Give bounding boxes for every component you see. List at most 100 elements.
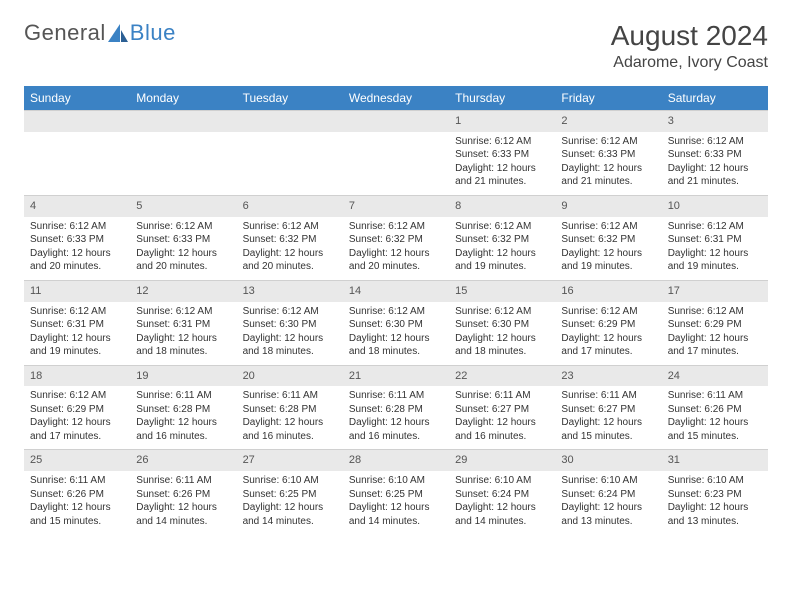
day-line: Sunrise: 6:12 AM [30,389,124,403]
day-line: Sunrise: 6:10 AM [561,474,655,488]
title-block: August 2024 Adarome, Ivory Coast [611,20,768,72]
day-number [130,110,236,132]
day-line: Sunset: 6:33 PM [668,148,762,162]
day-line: Daylight: 12 hours and 15 minutes. [668,416,762,443]
day-line: Sunrise: 6:11 AM [561,389,655,403]
day-content: Sunrise: 6:11 AMSunset: 6:28 PMDaylight:… [130,386,236,449]
calendar-day: 16Sunrise: 6:12 AMSunset: 6:29 PMDayligh… [555,280,661,365]
day-line: Sunrise: 6:10 AM [668,474,762,488]
calendar-week: 4Sunrise: 6:12 AMSunset: 6:33 PMDaylight… [24,195,768,280]
logo-text-2: Blue [130,20,176,46]
day-line: Daylight: 12 hours and 19 minutes. [30,332,124,359]
calendar-day: 8Sunrise: 6:12 AMSunset: 6:32 PMDaylight… [449,195,555,280]
day-number [237,110,343,132]
day-line: Sunrise: 6:11 AM [349,389,443,403]
day-header: Thursday [449,86,555,110]
day-number: 7 [343,195,449,217]
day-line: Sunset: 6:32 PM [243,233,337,247]
day-number: 11 [24,280,130,302]
day-line: Sunset: 6:33 PM [561,148,655,162]
day-line: Sunset: 6:31 PM [30,318,124,332]
day-line: Sunrise: 6:11 AM [136,389,230,403]
day-number: 25 [24,449,130,471]
day-content: Sunrise: 6:10 AMSunset: 6:24 PMDaylight:… [449,471,555,534]
day-content: Sunrise: 6:12 AMSunset: 6:29 PMDaylight:… [662,302,768,365]
day-line: Sunset: 6:31 PM [668,233,762,247]
day-line: Sunrise: 6:11 AM [30,474,124,488]
day-line: Sunset: 6:28 PM [136,403,230,417]
day-number: 16 [555,280,661,302]
calendar-day [343,110,449,195]
day-line: Daylight: 12 hours and 14 minutes. [136,501,230,528]
day-line: Sunset: 6:30 PM [455,318,549,332]
day-line: Daylight: 12 hours and 14 minutes. [243,501,337,528]
day-line: Daylight: 12 hours and 13 minutes. [668,501,762,528]
day-number: 8 [449,195,555,217]
day-number: 18 [24,365,130,387]
day-line: Daylight: 12 hours and 18 minutes. [243,332,337,359]
day-number: 30 [555,449,661,471]
calendar-day: 30Sunrise: 6:10 AMSunset: 6:24 PMDayligh… [555,449,661,534]
day-line: Sunrise: 6:12 AM [349,305,443,319]
day-content: Sunrise: 6:10 AMSunset: 6:24 PMDaylight:… [555,471,661,534]
day-line: Sunset: 6:29 PM [561,318,655,332]
day-line: Sunrise: 6:10 AM [455,474,549,488]
day-line: Sunset: 6:30 PM [349,318,443,332]
day-line: Sunset: 6:27 PM [561,403,655,417]
day-number: 17 [662,280,768,302]
day-line: Sunset: 6:32 PM [455,233,549,247]
day-number [24,110,130,132]
day-content: Sunrise: 6:11 AMSunset: 6:27 PMDaylight:… [449,386,555,449]
day-line: Daylight: 12 hours and 19 minutes. [561,247,655,274]
day-content: Sunrise: 6:11 AMSunset: 6:26 PMDaylight:… [24,471,130,534]
calendar-day [130,110,236,195]
day-line: Sunrise: 6:11 AM [243,389,337,403]
day-number: 20 [237,365,343,387]
calendar-week: 18 Sunrise: 6:12 AMSunset: 6:29 PM Dayligh… [24,365,768,450]
day-number: 1 [449,110,555,132]
day-line: Sunset: 6:33 PM [136,233,230,247]
day-line: Sunrise: 6:12 AM [136,305,230,319]
day-line: Daylight: 12 hours and 19 minutes. [668,247,762,274]
day-line: Daylight: 12 hours and 17 minutes. [561,332,655,359]
day-content: Sunrise: 6:12 AMSunset: 6:30 PMDaylight:… [343,302,449,365]
day-number: 14 [343,280,449,302]
day-content: Sunrise: 6:11 AMSunset: 6:27 PMDaylight:… [555,386,661,449]
day-number: 28 [343,449,449,471]
day-line: Daylight: 12 hours and 18 minutes. [455,332,549,359]
day-line: Sunrise: 6:12 AM [455,135,549,149]
day-content: Sunrise: 6:10 AMSunset: 6:25 PMDaylight:… [343,471,449,534]
day-line: Sunset: 6:24 PM [561,488,655,502]
day-line: Sunrise: 6:12 AM [561,135,655,149]
day-line: Sunset: 6:32 PM [349,233,443,247]
day-header: Tuesday [237,86,343,110]
day-line: Daylight: 12 hours and 18 minutes. [136,332,230,359]
calendar-day [237,110,343,195]
calendar-day: 22Sunrise: 6:11 AMSunset: 6:27 PMDayligh… [449,365,555,450]
day-content: Sunrise: 6:12 AMSunset: 6:32 PMDaylight:… [237,217,343,280]
calendar-day: 23Sunrise: 6:11 AMSunset: 6:27 PMDayligh… [555,365,661,450]
day-line: Daylight: 12 hours and 17 minutes. [668,332,762,359]
day-line: Daylight: 12 hours and 21 minutes. [455,162,549,189]
calendar-day: 27Sunrise: 6:10 AMSunset: 6:25 PMDayligh… [237,449,343,534]
day-line: Sunset: 6:25 PM [243,488,337,502]
day-number: 5 [130,195,236,217]
day-line: Daylight: 12 hours and 20 minutes. [349,247,443,274]
calendar-day: 4Sunrise: 6:12 AMSunset: 6:33 PMDaylight… [24,195,130,280]
day-line: Daylight: 12 hours and 16 minutes. [455,416,549,443]
day-line: Daylight: 12 hours and 20 minutes. [30,247,124,274]
calendar-day: 2Sunrise: 6:12 AMSunset: 6:33 PMDaylight… [555,110,661,195]
day-line: Daylight: 12 hours and 21 minutes. [561,162,655,189]
day-number: 13 [237,280,343,302]
day-header-row: SundayMondayTuesdayWednesdayThursdayFrid… [24,86,768,110]
day-line: Daylight: 12 hours and 14 minutes. [349,501,443,528]
calendar-day: 5Sunrise: 6:12 AMSunset: 6:33 PMDaylight… [130,195,236,280]
day-line: Sunrise: 6:12 AM [30,305,124,319]
day-line: Daylight: 12 hours and 14 minutes. [455,501,549,528]
day-line: Sunset: 6:28 PM [243,403,337,417]
day-number: 31 [662,449,768,471]
day-content: Sunrise: 6:12 AMSunset: 6:30 PMDaylight:… [449,302,555,365]
day-content: Sunrise: 6:12 AMSunset: 6:33 PMDaylight:… [130,217,236,280]
calendar-day: 20Sunrise: 6:11 AMSunset: 6:28 PMDayligh… [237,365,343,450]
day-line: Sunset: 6:29 PM [30,403,124,417]
